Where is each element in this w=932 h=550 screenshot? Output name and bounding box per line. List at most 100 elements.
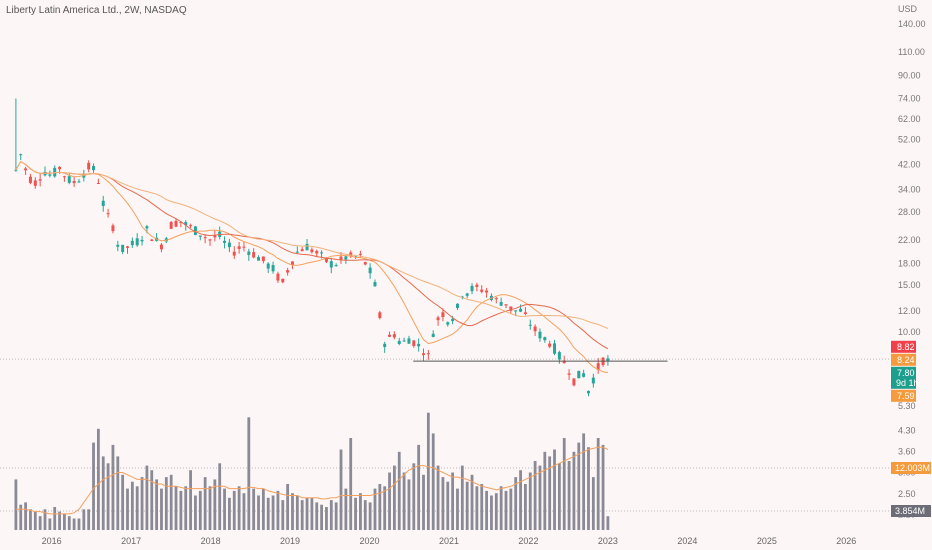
candle-body xyxy=(499,301,503,306)
volume-bar xyxy=(591,477,595,530)
candle-body xyxy=(33,180,37,186)
volume-bar xyxy=(325,507,328,530)
candle-body xyxy=(121,244,125,253)
volume-bar xyxy=(562,438,566,530)
candle-body xyxy=(53,167,57,177)
volume-bar xyxy=(596,438,600,530)
volume-bar xyxy=(426,412,430,530)
volume-badge-label: 12.003M xyxy=(895,463,930,473)
volume-badge xyxy=(891,505,931,517)
chart-title: Liberty Latin America Ltd., 2W, NASDAQ xyxy=(6,5,187,16)
moving-average-line xyxy=(15,160,609,329)
volume-bar xyxy=(363,500,367,530)
candle-body xyxy=(28,176,32,183)
volume-bar xyxy=(451,472,455,530)
candle-body xyxy=(470,285,474,292)
volume-bar xyxy=(587,447,590,530)
candle-body xyxy=(92,165,96,171)
candle-body xyxy=(548,343,552,347)
volume-bar xyxy=(329,500,333,530)
x-tick-label: 2018 xyxy=(201,536,221,546)
volume-bar xyxy=(96,428,100,530)
volume-bar xyxy=(24,502,27,530)
volume-bar xyxy=(499,486,503,530)
candle-body xyxy=(446,322,450,325)
candle-body xyxy=(475,284,479,287)
currency-label: USD xyxy=(898,4,918,14)
price-badge xyxy=(891,366,916,389)
candle-body xyxy=(320,252,324,254)
candle-body xyxy=(339,256,343,260)
x-tick-label: 2017 xyxy=(121,536,141,546)
candle-body xyxy=(586,390,590,394)
volume-bar xyxy=(494,493,498,530)
volume-bar xyxy=(339,449,343,530)
candle-body xyxy=(14,169,18,171)
candle-body xyxy=(596,363,600,370)
volume-bar xyxy=(305,497,309,530)
candle-body xyxy=(407,338,411,344)
candle-body xyxy=(310,249,314,253)
candle-body xyxy=(286,270,290,273)
candle-body xyxy=(543,337,547,341)
candle-body xyxy=(87,162,91,170)
volume-bar xyxy=(577,442,581,530)
y-tick-label: 4.30 xyxy=(898,426,916,436)
volume-bar xyxy=(354,497,357,530)
volume-bar xyxy=(48,518,52,530)
price-badge xyxy=(891,340,916,353)
y-tick-label: 2.50 xyxy=(898,489,916,499)
candle-body xyxy=(67,176,71,183)
candle-body xyxy=(140,239,144,242)
price-badge-label: 8.82 xyxy=(897,342,915,352)
volume-bar xyxy=(247,417,251,530)
volume-bar xyxy=(164,477,168,530)
volume-bar xyxy=(407,479,411,530)
candle-body xyxy=(422,353,426,356)
volume-bar xyxy=(106,463,110,530)
volume-bar xyxy=(291,493,294,530)
volume-bar xyxy=(286,484,290,530)
volume-bar xyxy=(538,465,542,530)
candle-body xyxy=(252,252,256,258)
candle-body xyxy=(451,318,455,322)
volume-bar xyxy=(19,504,23,530)
candle-body xyxy=(591,377,595,384)
price-badge xyxy=(891,389,916,402)
candle-body xyxy=(485,290,489,293)
volume-bar xyxy=(334,502,338,530)
volume-bar xyxy=(223,488,226,530)
volume-bar xyxy=(582,433,586,530)
candle-body xyxy=(572,378,576,386)
candle-body xyxy=(494,298,498,300)
volume-bar xyxy=(174,486,178,530)
candle-body xyxy=(101,200,105,206)
volume-bar xyxy=(261,488,265,530)
volume-bar xyxy=(519,470,522,530)
candle-body xyxy=(261,256,265,262)
candle-body xyxy=(208,239,212,241)
candle-body xyxy=(455,303,459,309)
volume-bar xyxy=(135,486,139,530)
candle-body xyxy=(460,296,464,298)
volume-bar xyxy=(198,490,202,530)
volume-bar xyxy=(218,463,222,530)
candle-body xyxy=(465,293,469,296)
candle-body xyxy=(266,263,270,269)
volume-bar xyxy=(422,474,425,530)
volume-bar xyxy=(528,472,532,530)
volume-bar xyxy=(480,484,484,530)
volume-bar xyxy=(101,456,105,530)
x-tick-label: 2026 xyxy=(836,536,856,546)
price-badge-label: 7.59 xyxy=(897,391,915,401)
candle-body xyxy=(174,220,178,227)
candle-body xyxy=(431,333,435,337)
volume-bar xyxy=(126,488,129,530)
volume-bar xyxy=(72,518,76,530)
candle-body xyxy=(276,273,280,281)
candle-body xyxy=(523,312,527,315)
x-tick-label: 2025 xyxy=(757,536,777,546)
volume-bar xyxy=(228,497,231,530)
volume-bar xyxy=(368,502,372,530)
